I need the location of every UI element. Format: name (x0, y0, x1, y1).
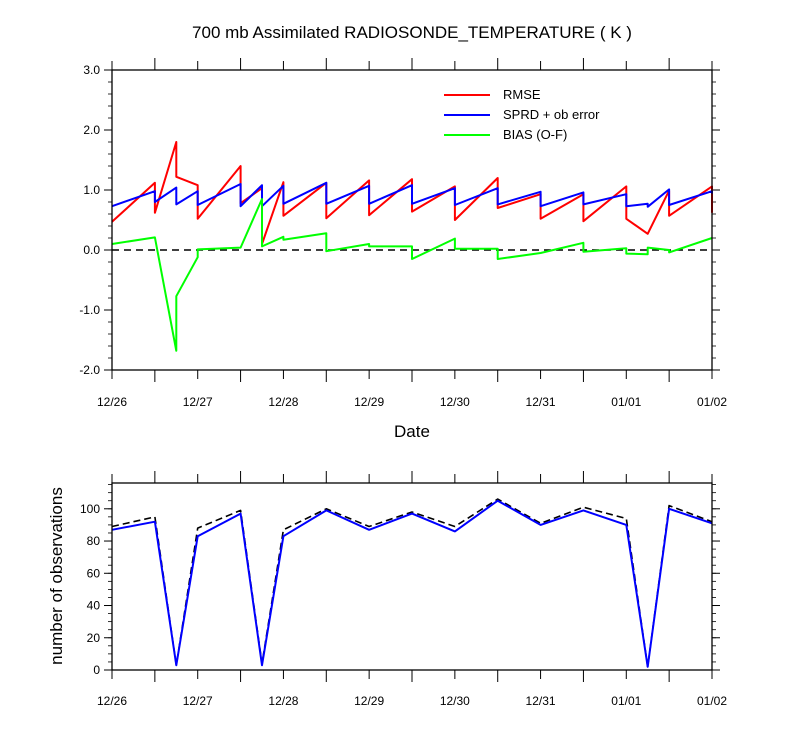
x-tick-label: 12/31 (526, 694, 556, 708)
x-tick-label: 12/29 (354, 694, 384, 708)
plot-frame (111, 482, 713, 671)
x-tick-label: 12/31 (526, 395, 556, 409)
series-line-sprd-ob-error (111, 181, 713, 208)
series-line-assimilated-observations (111, 499, 713, 668)
y-tick-label: -2.0 (79, 363, 100, 377)
x-tick-label: 12/30 (440, 395, 470, 409)
y-tick-label: 0.0 (83, 243, 100, 257)
x-tick-label: 12/29 (354, 395, 384, 409)
y-tick-label: 80 (87, 534, 101, 548)
x-tick-label: 01/01 (611, 395, 641, 409)
y-tick-label: 3.0 (83, 63, 100, 77)
chart-title: 700 mb Assimilated RADIOSONDE_TEMPERATUR… (192, 23, 632, 42)
x-tick-label: 12/27 (183, 395, 213, 409)
legend-label: RMSE (503, 87, 541, 102)
plot-frame (111, 69, 713, 371)
y-tick-label: 40 (87, 599, 101, 613)
x-tick-label: 01/02 (697, 395, 727, 409)
rmse-spread-bias-chart: 700 mb Assimilated RADIOSONDE_TEMPERATUR… (79, 23, 727, 441)
x-tick-label: 12/26 (97, 395, 127, 409)
y-tick-label: 60 (87, 566, 101, 580)
x-tick-label: 01/02 (697, 694, 727, 708)
y-axis-title: number of observations (47, 487, 66, 665)
y-tick-label: -1.0 (79, 303, 100, 317)
x-tick-label: 12/27 (183, 694, 213, 708)
x-tick-label: 12/30 (440, 694, 470, 708)
y-tick-label: 1.0 (83, 183, 100, 197)
y-tick-label: 100 (80, 502, 100, 516)
y-tick-label: 0 (93, 663, 100, 677)
y-tick-label: 2.0 (83, 123, 100, 137)
x-tick-label: 12/26 (97, 694, 127, 708)
y-tick-label: 20 (87, 631, 101, 645)
x-tick-label: 12/28 (268, 395, 298, 409)
legend: RMSE SPRD + ob error BIAS (O-F) (444, 87, 600, 142)
x-tick-label: 01/01 (611, 694, 641, 708)
x-axis-title: Date (394, 422, 430, 441)
x-tick-label: 12/28 (268, 694, 298, 708)
series-line-bias-o-f (111, 198, 713, 352)
legend-label: SPRD + ob error (503, 107, 600, 122)
observation-count-chart: 0 20 40 60 80 100 12/26 12/27 12/28 12/29 12/30 12/… (47, 471, 727, 708)
legend-label: BIAS (O-F) (503, 127, 567, 142)
